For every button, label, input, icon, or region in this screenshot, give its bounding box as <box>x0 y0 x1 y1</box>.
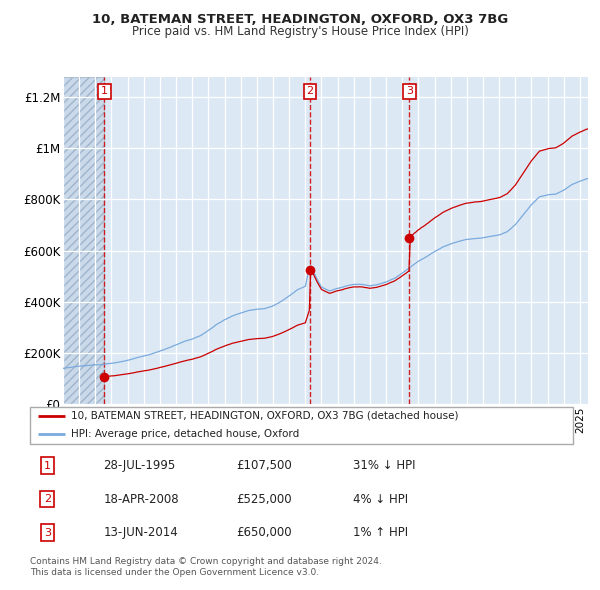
Text: HPI: Average price, detached house, Oxford: HPI: Average price, detached house, Oxfo… <box>71 429 299 439</box>
Text: 2: 2 <box>44 494 51 504</box>
Bar <box>63 77 104 404</box>
Text: 1% ↑ HPI: 1% ↑ HPI <box>353 526 408 539</box>
Text: 31% ↓ HPI: 31% ↓ HPI <box>353 459 416 472</box>
Text: £107,500: £107,500 <box>236 459 292 472</box>
Text: Contains HM Land Registry data © Crown copyright and database right 2024.: Contains HM Land Registry data © Crown c… <box>30 557 382 566</box>
Text: £525,000: £525,000 <box>236 493 292 506</box>
Text: 3: 3 <box>406 87 413 96</box>
FancyBboxPatch shape <box>30 407 573 444</box>
Text: 1: 1 <box>44 461 51 471</box>
Text: 4% ↓ HPI: 4% ↓ HPI <box>353 493 408 506</box>
Text: 1: 1 <box>101 87 108 96</box>
Text: 28-JUL-1995: 28-JUL-1995 <box>103 459 176 472</box>
Text: 2: 2 <box>307 87 314 96</box>
Text: 13-JUN-2014: 13-JUN-2014 <box>103 526 178 539</box>
Text: £650,000: £650,000 <box>236 526 292 539</box>
Text: 10, BATEMAN STREET, HEADINGTON, OXFORD, OX3 7BG (detached house): 10, BATEMAN STREET, HEADINGTON, OXFORD, … <box>71 411 458 421</box>
Text: This data is licensed under the Open Government Licence v3.0.: This data is licensed under the Open Gov… <box>30 568 319 576</box>
Text: Price paid vs. HM Land Registry's House Price Index (HPI): Price paid vs. HM Land Registry's House … <box>131 25 469 38</box>
Text: 18-APR-2008: 18-APR-2008 <box>103 493 179 506</box>
Text: 10, BATEMAN STREET, HEADINGTON, OXFORD, OX3 7BG: 10, BATEMAN STREET, HEADINGTON, OXFORD, … <box>92 13 508 26</box>
Text: 3: 3 <box>44 527 51 537</box>
